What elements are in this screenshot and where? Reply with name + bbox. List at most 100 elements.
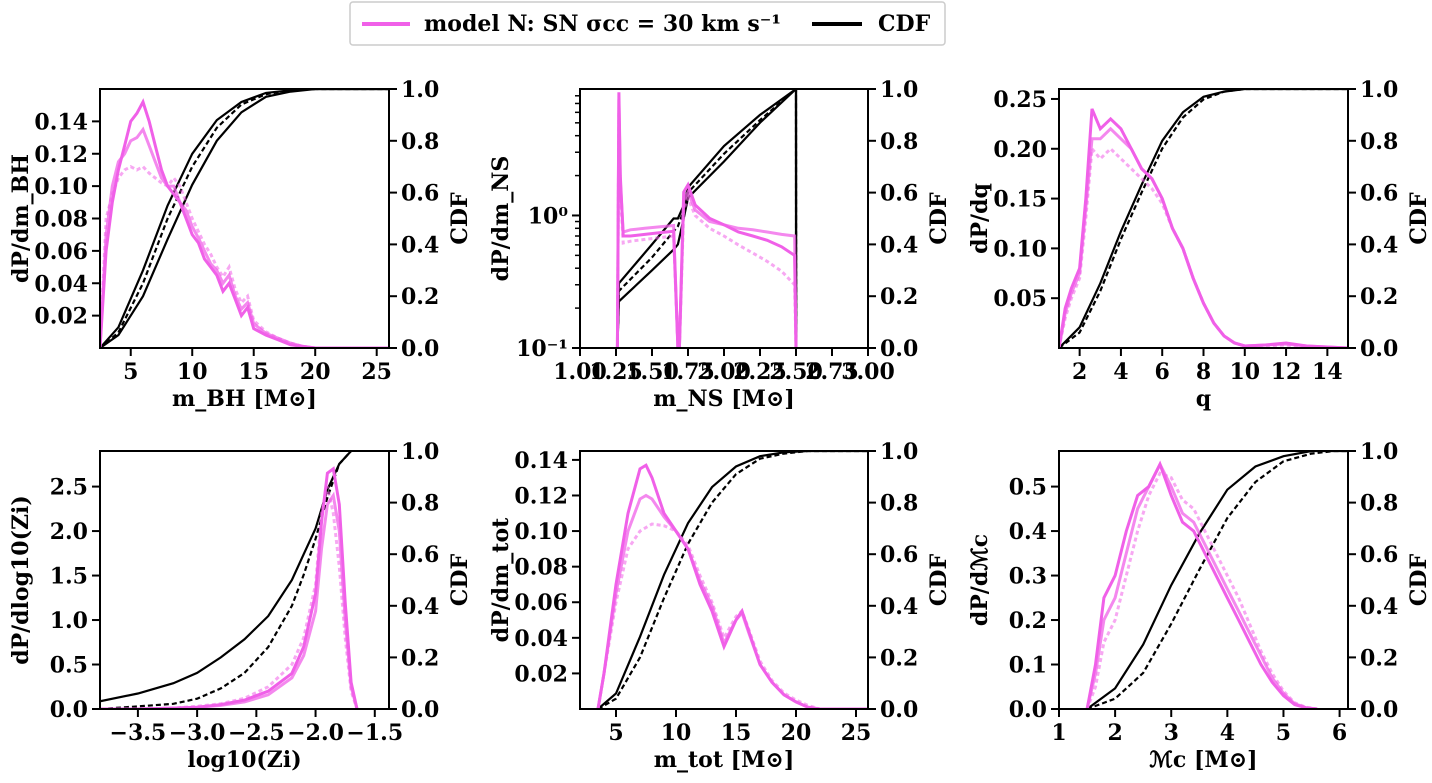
y-tick-label: 0.5 bbox=[1009, 475, 1047, 501]
panel-mtot: 5 10 15 20 25 0.02 0.04 0.06 0.08 0.10 0.12 0.14 0.0… bbox=[488, 439, 952, 773]
y-tick-label: 0.5 bbox=[50, 653, 88, 679]
pdf-series-1 bbox=[596, 493, 868, 709]
x-tick-label: 2.50 bbox=[769, 359, 823, 385]
x-tick-label: 10 bbox=[661, 720, 692, 746]
x-tick-label: 6 bbox=[1155, 359, 1170, 385]
y-tick-label: 0.12 bbox=[514, 483, 568, 509]
x-tick-label: 20 bbox=[781, 720, 812, 746]
y2-axis-label: CDF bbox=[1406, 192, 1432, 245]
y2-tick-label: 0.0 bbox=[1360, 336, 1398, 362]
y-tick-label: 0.1 bbox=[1009, 653, 1047, 679]
y-axis-label: dP/dm_tot bbox=[488, 517, 514, 642]
x-tick-label: 5 bbox=[1276, 720, 1291, 746]
y2-tick-label: 0.8 bbox=[401, 129, 439, 155]
axes-frame bbox=[99, 450, 390, 710]
y2-tick-label: 0.4 bbox=[880, 232, 918, 258]
y-axis-label: dP/dlog10(Zi) bbox=[8, 495, 34, 665]
panel-mbh: 5 10 15 20 25 0.02 0.04 0.06 0.08 0.10 0.12 0.14 0.0… bbox=[8, 77, 473, 412]
y-tick-label: 1.0 bbox=[50, 608, 88, 634]
y-axis-label: dP/dm_BH bbox=[8, 154, 34, 283]
y-tick-label: 0.10 bbox=[34, 174, 88, 200]
y-tick-label: 0.10 bbox=[514, 519, 568, 545]
x-axis-label: m_tot [M⊙] bbox=[654, 747, 795, 773]
y-tick-label: 2.5 bbox=[50, 475, 88, 501]
y2-tick-label: 0.2 bbox=[880, 284, 918, 310]
cdf-series-1 bbox=[100, 451, 352, 709]
x-tick-label: 20 bbox=[300, 359, 331, 385]
y2-tick-label: 1.0 bbox=[1360, 439, 1398, 465]
y-tick-label: 0.08 bbox=[34, 207, 88, 233]
x-tick-label: 3.00 bbox=[841, 359, 895, 385]
x-tick-label: 2 bbox=[1072, 359, 1087, 385]
y2-tick-label: 0.6 bbox=[1360, 181, 1398, 207]
y2-tick-label: 0.0 bbox=[880, 697, 918, 723]
y-tick-label: 0.12 bbox=[34, 142, 88, 168]
cdf-series-0 bbox=[1059, 89, 1348, 348]
x-tick-label: 5 bbox=[608, 720, 623, 746]
pdf-series-2 bbox=[1059, 145, 1348, 348]
y-tick-label: 0.10 bbox=[993, 236, 1047, 262]
x-tick-label: 12 bbox=[1271, 359, 1302, 385]
pdf-series-1 bbox=[615, 99, 798, 348]
y2-tick-label: 0.8 bbox=[880, 129, 918, 155]
y-tick-label: 0.08 bbox=[514, 555, 568, 581]
x-tick-label: 1.00 bbox=[553, 359, 607, 385]
x-tick-label: 10 bbox=[177, 359, 208, 385]
x-tick-label: 5 bbox=[123, 359, 138, 385]
x-axis-label: ℳc [M⊙] bbox=[1149, 747, 1257, 773]
y-axis-label: dP/dℳc bbox=[967, 534, 993, 626]
panel-mns: 1.001.251.501.752.002.252.502.753.00 10⁻¹… bbox=[488, 77, 952, 412]
pdf-series-1 bbox=[1059, 126, 1348, 348]
panel-mchirp: 1 2 3 4 5 6 0.0 0.1 0.2 0.3 0.4 0.5 0.0 0.2 0.4 0.6 0.8 1… bbox=[967, 439, 1432, 773]
cdf-series-1 bbox=[1086, 451, 1348, 709]
pdf-series-2 bbox=[100, 486, 359, 709]
panels: 5 10 15 20 250.020.040.060.080.100.120.140.0… bbox=[8, 77, 1432, 773]
y-axis-label: dP/dq bbox=[967, 183, 993, 254]
y-tick-label: 0.2 bbox=[1009, 608, 1047, 634]
y-tick-label: 0.20 bbox=[993, 137, 1047, 163]
x-tick-label: 15 bbox=[721, 720, 752, 746]
x-tick-label: 1.50 bbox=[625, 359, 679, 385]
y2-axis-label: CDF bbox=[926, 192, 952, 245]
x-tick-label: 14 bbox=[1312, 359, 1343, 385]
y2-axis-label: CDF bbox=[447, 554, 473, 607]
x-tick-label: −3.0 bbox=[169, 720, 226, 746]
x-tick-label: 15 bbox=[238, 359, 269, 385]
cdf-series-0 bbox=[597, 451, 868, 709]
y2-tick-label: 0.4 bbox=[880, 594, 918, 620]
legend-frame bbox=[349, 1, 946, 46]
y2-tick-label: 0.4 bbox=[401, 594, 439, 620]
x-tick-label: −2.0 bbox=[287, 720, 344, 746]
x-tick-label: −3.5 bbox=[110, 720, 167, 746]
y2-tick-label: 1.0 bbox=[880, 77, 918, 103]
y-tick-label: 0.14 bbox=[34, 109, 88, 135]
y2-tick-label: 1.0 bbox=[1360, 77, 1398, 103]
pdf-series-1 bbox=[100, 491, 359, 709]
y-axis-label: dP/dm_NS bbox=[488, 156, 514, 282]
y2-tick-label: 1.0 bbox=[401, 439, 439, 465]
y2-tick-label: 0.6 bbox=[1360, 542, 1398, 568]
cdf-series-2 bbox=[100, 89, 389, 348]
y2-tick-label: 1.0 bbox=[401, 77, 439, 103]
y-tick-label: 0.02 bbox=[514, 661, 568, 687]
x-tick-label: 2.00 bbox=[697, 359, 751, 385]
cdf-series-1 bbox=[597, 451, 868, 709]
x-tick-label: 1 bbox=[1051, 720, 1066, 746]
y-tick-label: 0.04 bbox=[34, 271, 88, 297]
cdf-series-1 bbox=[1059, 89, 1348, 348]
x-tick-label: 25 bbox=[841, 720, 872, 746]
axes-frame bbox=[1058, 450, 1349, 710]
x-tick-label: 2.75 bbox=[805, 359, 859, 385]
legend: model N: SN σcc = 30 km s⁻¹ CDF bbox=[349, 1, 946, 46]
y-tick-label: 0.06 bbox=[34, 239, 88, 265]
y2-tick-label: 0.0 bbox=[880, 336, 918, 362]
y2-tick-label: 0.6 bbox=[401, 181, 439, 207]
x-axis-label: log10(Zi) bbox=[187, 747, 301, 773]
x-tick-label: 10 bbox=[1229, 359, 1260, 385]
x-tick-label: 4 bbox=[1220, 720, 1235, 746]
y2-tick-label: 0.2 bbox=[1360, 284, 1398, 310]
y-tick-label: 0.0 bbox=[50, 697, 88, 723]
pdf-series-0 bbox=[615, 92, 798, 348]
legend-cdf-label: CDF bbox=[878, 11, 931, 37]
